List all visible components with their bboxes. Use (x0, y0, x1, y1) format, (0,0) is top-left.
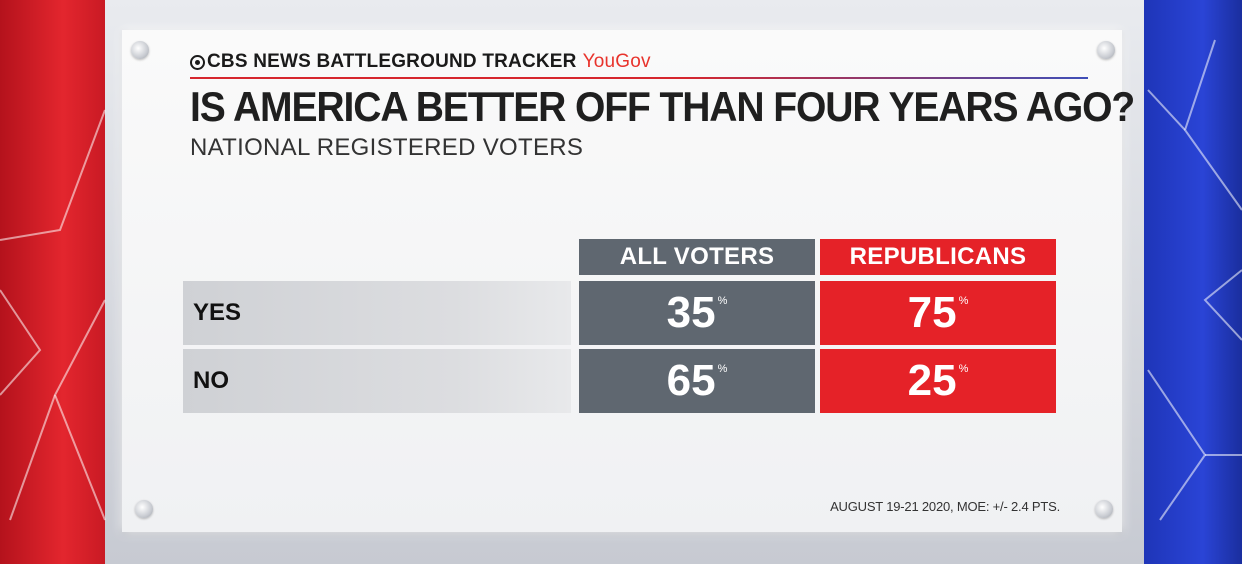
screw-icon (1095, 500, 1113, 518)
cell-value: 35 (666, 288, 716, 337)
table-cell: 35% (579, 281, 815, 345)
brand-name: CBS NEWS BATTLEGROUND TRACKER (207, 51, 577, 72)
footnote: AUGUST 19-21 2020, MOE: +/- 2.4 PTS. (830, 499, 1060, 514)
screw-icon (1097, 41, 1115, 59)
page-title: IS AMERICA BETTER OFF THAN FOUR YEARS AG… (190, 83, 1135, 130)
percent-sign: % (958, 295, 969, 307)
cell-value: 75 (907, 288, 957, 337)
right-star-icon (1183, 39, 1242, 211)
percent-sign: % (717, 295, 728, 307)
row-label: NO (183, 349, 571, 413)
table-cell: 75% (820, 281, 1056, 345)
percent-sign: % (958, 363, 969, 375)
header-rule (190, 77, 1088, 79)
column-header: REPUBLICANS (820, 239, 1056, 275)
page-subtitle: NATIONAL REGISTERED VOTERS (190, 134, 584, 161)
brand-line: CBS NEWS BATTLEGROUND TRACKER YouGov (190, 51, 651, 73)
table-cell: 25% (820, 349, 1056, 413)
row-label: YES (183, 281, 571, 345)
table-cell: 65% (579, 349, 815, 413)
left-star-icon (0, 109, 106, 241)
red-side-panel (0, 0, 105, 564)
poll-table: ALL VOTERS REPUBLICANS YES NO 35% 75% 65… (122, 30, 1122, 532)
cell-value: 65 (666, 356, 716, 405)
screw-icon (135, 500, 153, 518)
screw-icon (131, 41, 149, 59)
partner-logo: YouGov (582, 51, 651, 72)
percent-sign: % (717, 363, 728, 375)
cell-value: 25 (907, 356, 957, 405)
column-header: ALL VOTERS (579, 239, 815, 275)
graphic-board: CBS NEWS BATTLEGROUND TRACKER YouGov IS … (122, 30, 1135, 532)
cbs-eye-icon (190, 54, 205, 70)
